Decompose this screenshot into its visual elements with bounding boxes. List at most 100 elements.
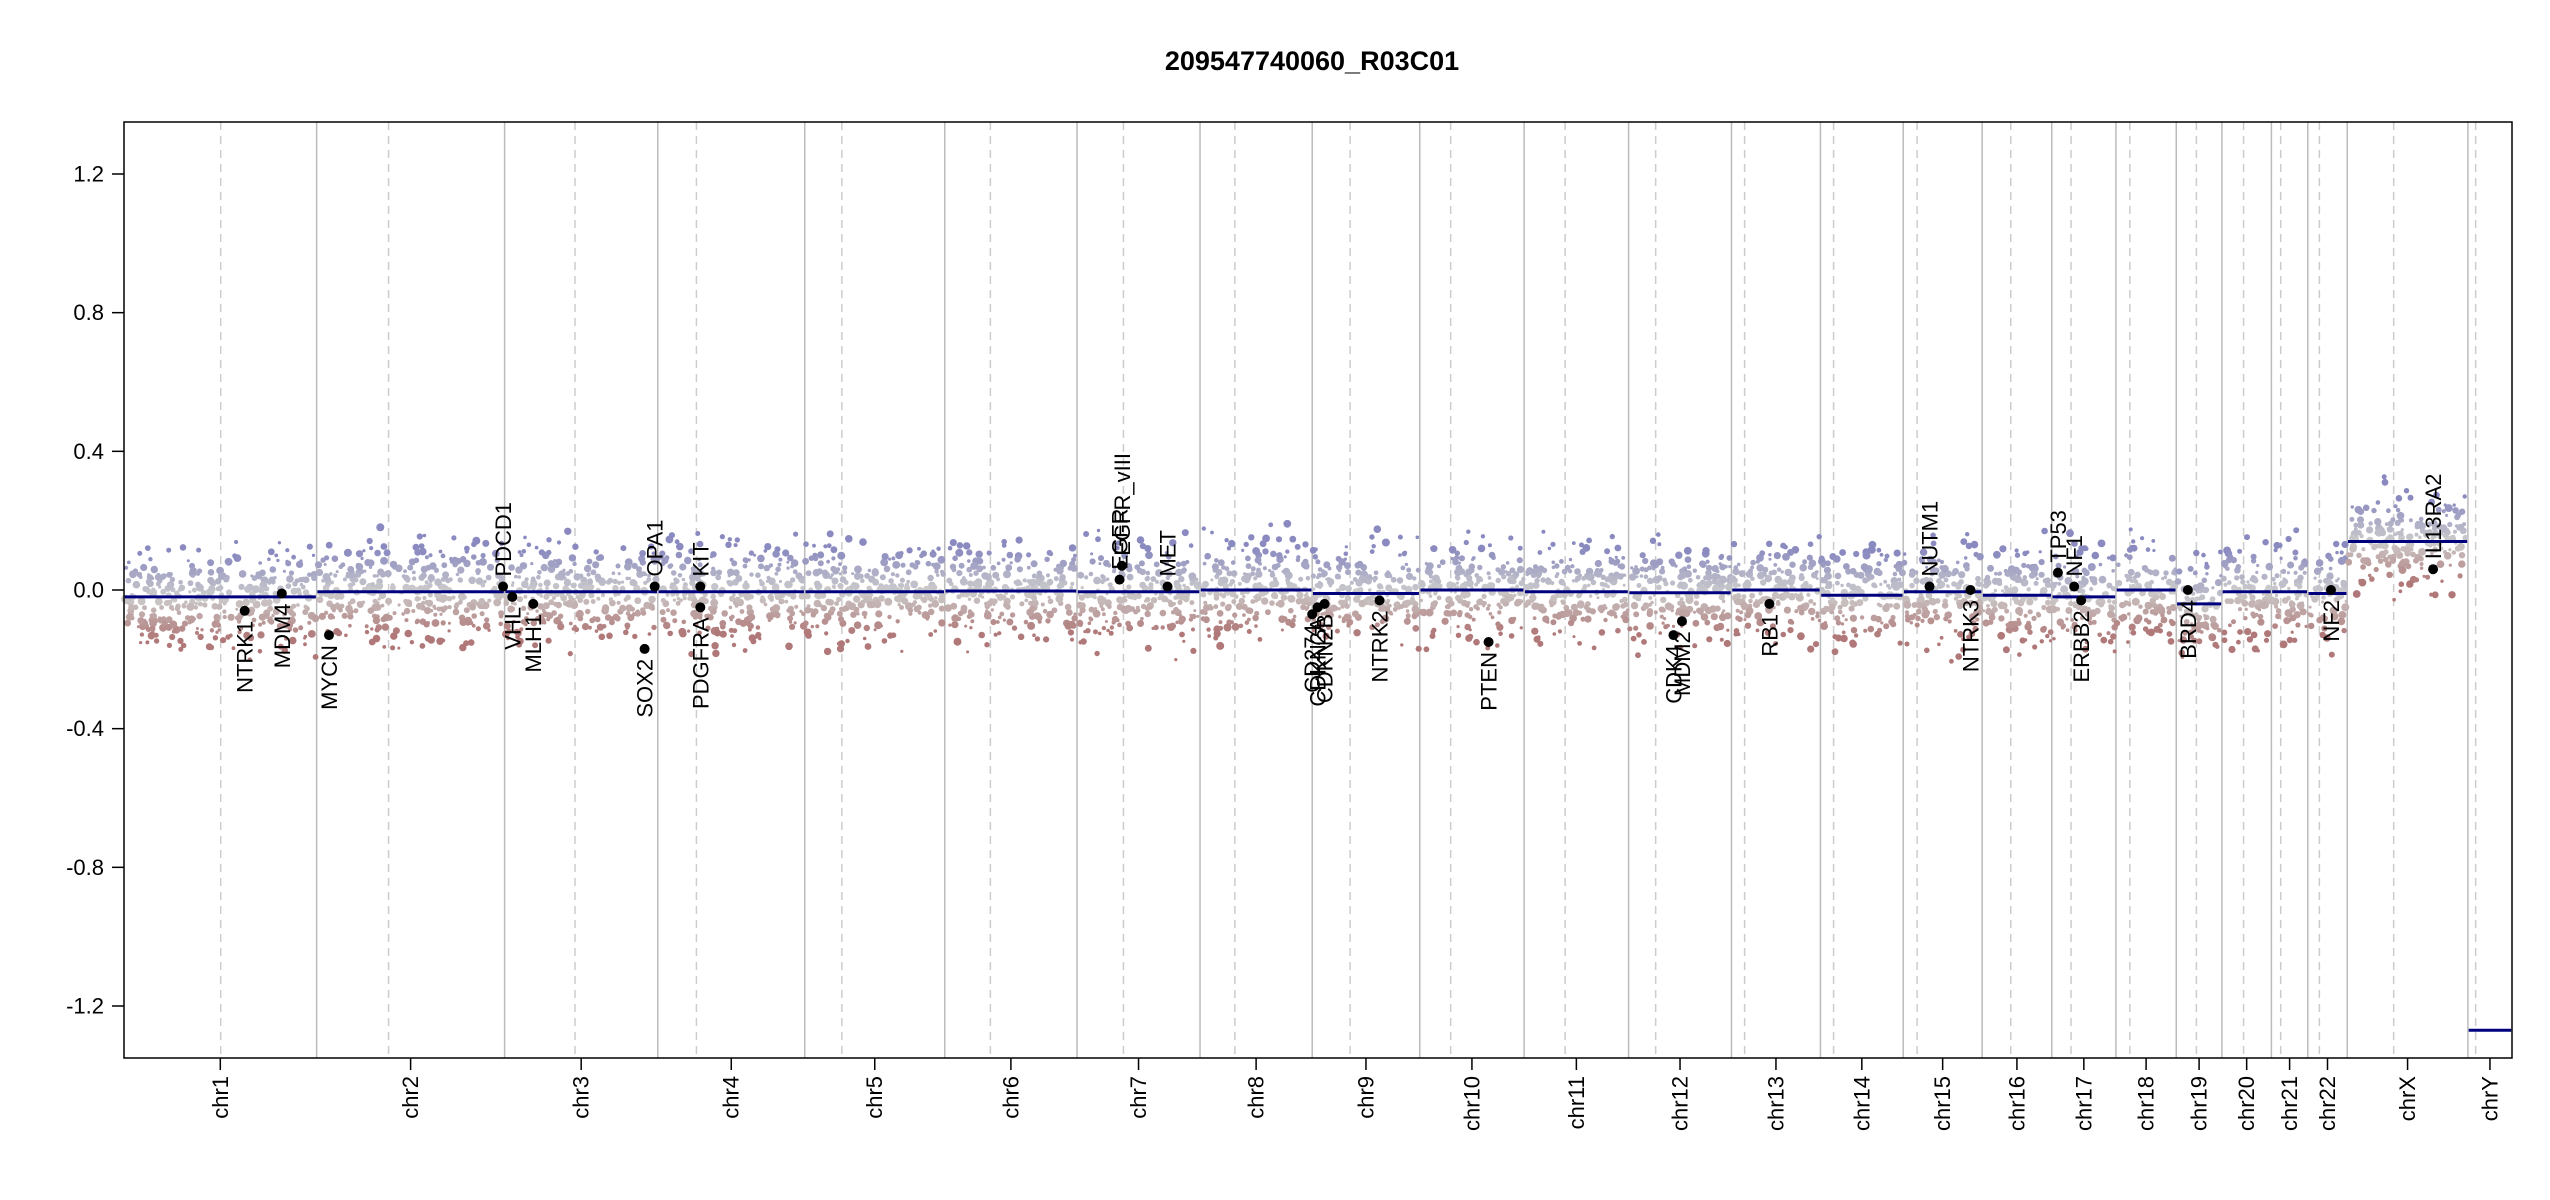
probe-point <box>1480 534 1486 539</box>
probe-point <box>2179 636 2187 644</box>
probe-point <box>1173 595 1178 600</box>
probe-point <box>1316 621 1325 630</box>
gene-label: EGFR <box>1108 508 1133 569</box>
probe-point <box>675 601 681 606</box>
probe-point <box>479 611 485 617</box>
probe-point <box>617 572 621 576</box>
probe-point <box>347 565 355 573</box>
probe-point <box>661 557 669 565</box>
probe-point <box>1346 623 1351 628</box>
probe-point <box>936 546 941 551</box>
probe-point <box>929 550 937 558</box>
probe-point <box>1849 567 1857 575</box>
probe-point <box>1540 577 1546 583</box>
probe-point <box>688 651 695 658</box>
probe-point <box>1759 550 1766 557</box>
probe-point <box>617 580 622 586</box>
probe-point <box>475 568 481 574</box>
probe-point <box>966 566 973 573</box>
probe-point <box>424 580 429 585</box>
probe-point <box>1232 612 1238 618</box>
probe-point <box>2236 639 2241 645</box>
probe-point <box>2414 532 2419 537</box>
probe-point <box>666 608 670 613</box>
probe-point <box>362 549 366 553</box>
probe-point <box>440 553 446 559</box>
probe-point <box>1153 561 1160 568</box>
probe-point <box>785 642 793 651</box>
probe-point <box>2084 612 2089 617</box>
probe-point <box>1455 581 1460 585</box>
probe-point <box>596 596 601 601</box>
probe-point <box>648 595 656 604</box>
probe-point <box>2223 582 2228 587</box>
probe-point <box>1939 559 1945 565</box>
probe-point <box>793 531 799 537</box>
probe-point <box>169 576 176 583</box>
probe-point <box>827 599 835 606</box>
probe-point <box>1003 601 1010 609</box>
probe-point <box>422 533 427 538</box>
probe-point <box>1456 625 1460 629</box>
probe-point <box>1611 611 1617 617</box>
probe-point <box>1776 567 1782 572</box>
probe-point <box>1385 601 1390 606</box>
probe-point <box>721 610 728 617</box>
probe-point <box>2418 535 2422 540</box>
probe-point <box>1661 607 1666 613</box>
probe-point <box>804 593 811 600</box>
probe-point <box>837 582 844 590</box>
probe-point <box>2304 624 2308 629</box>
probe-point <box>535 609 539 613</box>
probe-point <box>568 554 577 562</box>
probe-point <box>1541 567 1548 574</box>
probe-point <box>638 555 646 563</box>
probe-point <box>2166 631 2173 637</box>
probe-point <box>1719 575 1727 584</box>
probe-point <box>132 604 139 611</box>
probe-point <box>2228 645 2236 654</box>
probe-point <box>1606 611 1611 616</box>
probe-point <box>1009 561 1013 565</box>
probe-point <box>873 628 877 632</box>
probe-point <box>960 604 968 612</box>
probe-point <box>380 543 388 550</box>
probe-point <box>389 584 396 591</box>
probe-point <box>1028 578 1037 587</box>
probe-point <box>2111 599 2118 605</box>
probe-point <box>1554 593 1560 599</box>
probe-point <box>1743 618 1747 622</box>
probe-point <box>2033 580 2039 586</box>
probe-point <box>2281 597 2289 604</box>
probe-point <box>2403 488 2410 494</box>
chromosome-label: chr20 <box>2234 1076 2259 1131</box>
probe-point <box>2015 620 2022 627</box>
probe-point <box>996 577 1001 582</box>
probe-point <box>856 612 860 616</box>
probe-point <box>1109 625 1115 630</box>
probe-point <box>2444 504 2453 513</box>
probe-point <box>1958 579 1964 585</box>
probe-point <box>1429 633 1436 639</box>
probe-point <box>1242 595 1246 599</box>
probe-point <box>2032 595 2038 601</box>
probe-point <box>1291 618 1296 623</box>
probe-point <box>853 621 862 629</box>
probe-point <box>778 600 782 604</box>
probe-point <box>1468 607 1474 612</box>
probe-point <box>2279 556 2283 561</box>
probe-point <box>879 574 886 581</box>
probe-point <box>2418 516 2424 522</box>
probe-point <box>124 565 129 570</box>
probe-point <box>370 627 374 631</box>
probe-point <box>2199 594 2206 601</box>
probe-point <box>2275 608 2282 614</box>
probe-point <box>1268 522 1274 528</box>
probe-point <box>2128 527 2133 532</box>
probe-point <box>1943 616 1949 622</box>
probe-point <box>1361 575 1369 584</box>
probe-point <box>1254 610 1260 617</box>
probe-point <box>881 638 888 644</box>
probe-point <box>1464 612 1471 618</box>
probe-point <box>2142 608 2149 615</box>
